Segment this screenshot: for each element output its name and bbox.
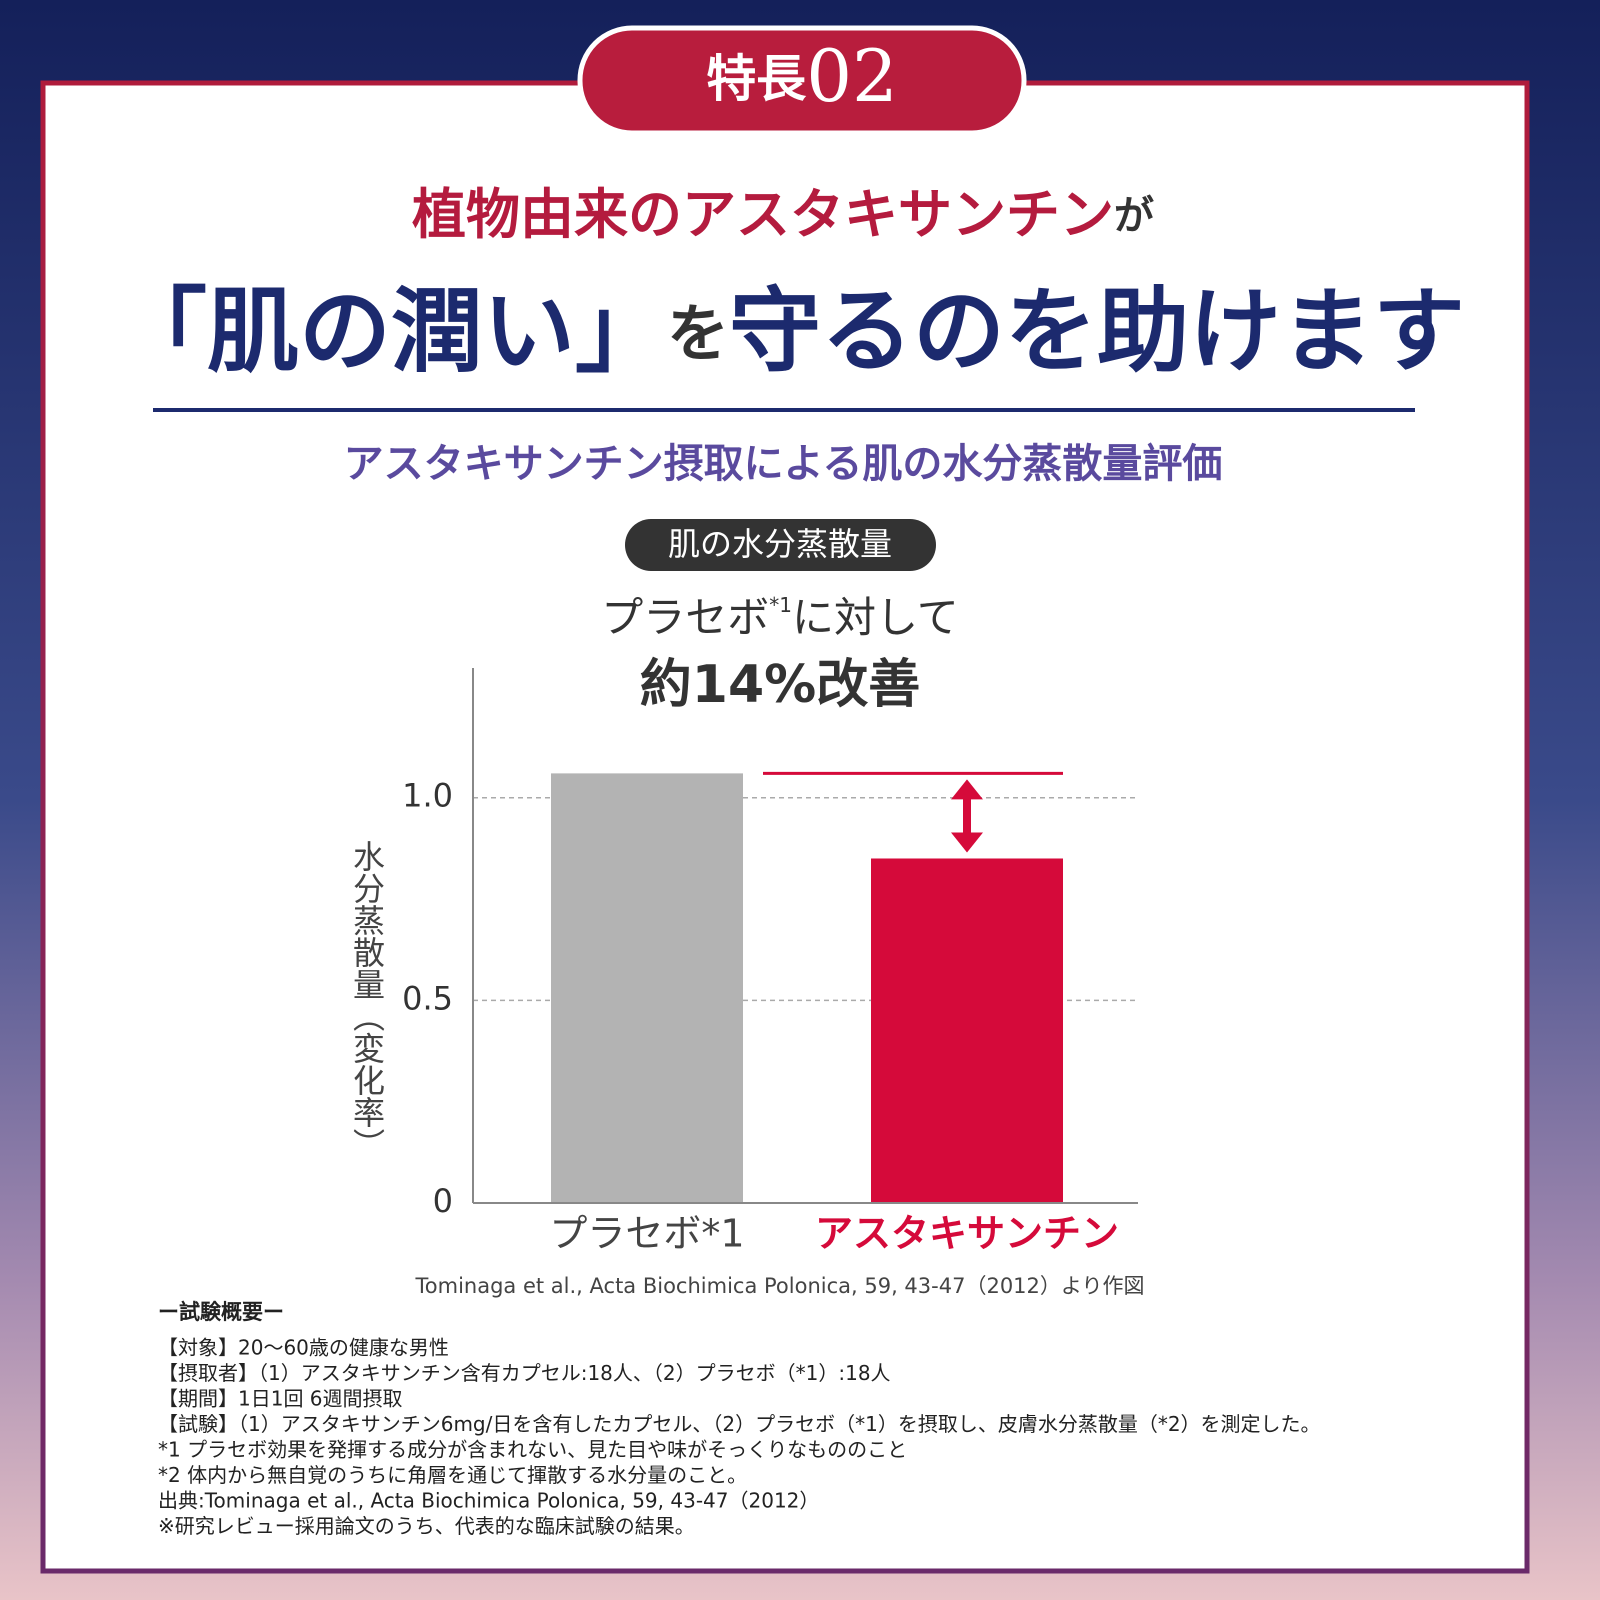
chart-title: 肌の水分蒸散量 [668, 525, 892, 563]
badge-text: 特長02 [706, 34, 898, 118]
headline-1: 植物由来のアスタキサンチンが [412, 183, 1154, 246]
headline-main: 植物由来のアスタキサンチン [412, 183, 1114, 246]
headline-highlight: 「肌の潤い」 [115, 278, 667, 385]
summary-line: 【摂取者】（1）アスタキサンチン含有カプセル:18人、（2）プラセボ（*1）:1… [158, 1361, 891, 1385]
headline-2: 「肌の潤い」を守るのを助けます [115, 278, 1465, 385]
summary-line: *1 プラセボ効果を発揮する成分が含まれない、見た目や味がそっくりなもののこと [158, 1438, 907, 1462]
annotation: プラセボ*1に対して [601, 593, 959, 642]
summary-line: 【期間】1日1回 6週間摂取 [158, 1387, 403, 1411]
y-tick-label: 0.5 [402, 979, 453, 1017]
chart-title-pill [625, 519, 936, 571]
summary-line: *2 体内から無自覚のうちに角層を通じて揮散する水分量のこと。 [158, 1463, 747, 1487]
annotation-text: プラセボ [601, 593, 769, 642]
arrow-head [951, 832, 983, 853]
y-tick-label: 0 [433, 1182, 453, 1220]
bar [871, 858, 1063, 1203]
headline-particle: が [1114, 193, 1154, 239]
summary-line: 【対象】20〜60歳の健康な男性 [158, 1336, 449, 1360]
x-tick-label: アスタキサンチン [815, 1212, 1119, 1256]
summary-heading: ー試験概要ー [158, 1300, 284, 1324]
x-tick-label: プラセボ*1 [549, 1212, 744, 1256]
arrow-head [951, 779, 983, 800]
annotation-note: *1 [769, 593, 792, 617]
summary-line: 【試験】（1）アスタキサンチン6mg/日を含有したカプセル、（2）プラセボ（*1… [158, 1412, 1321, 1436]
headline-particle: を [667, 297, 729, 370]
source: Tominaga et al., Acta Biochimica Polonic… [415, 1274, 1145, 1298]
badge-label: 特長 [706, 50, 807, 108]
bar [551, 773, 743, 1203]
headline-rest: 守るのを助けます [729, 278, 1465, 385]
y-axis-label: 水分蒸散量（変化率） [348, 840, 386, 1160]
badge [577, 25, 1027, 136]
summary: 【対象】20〜60歳の健康な男性【摂取者】（1）アスタキサンチン含有カプセル:1… [158, 1336, 1321, 1539]
summary-line: 出典:Tominaga et al., Acta Biochimica Polo… [158, 1489, 819, 1513]
summary-line: ※研究レビュー採用論文のうち、代表的な臨床試験の結果。 [158, 1514, 695, 1538]
annotation-text: に対して [792, 593, 959, 642]
annotation-result: 約14%改善 [640, 655, 920, 715]
badge-number: 02 [806, 34, 898, 118]
subtitle: アスタキサンチン摂取による肌の水分蒸散量評価 [344, 441, 1223, 487]
y-tick-label: 1.0 [402, 777, 453, 815]
panel [40, 80, 1530, 1574]
